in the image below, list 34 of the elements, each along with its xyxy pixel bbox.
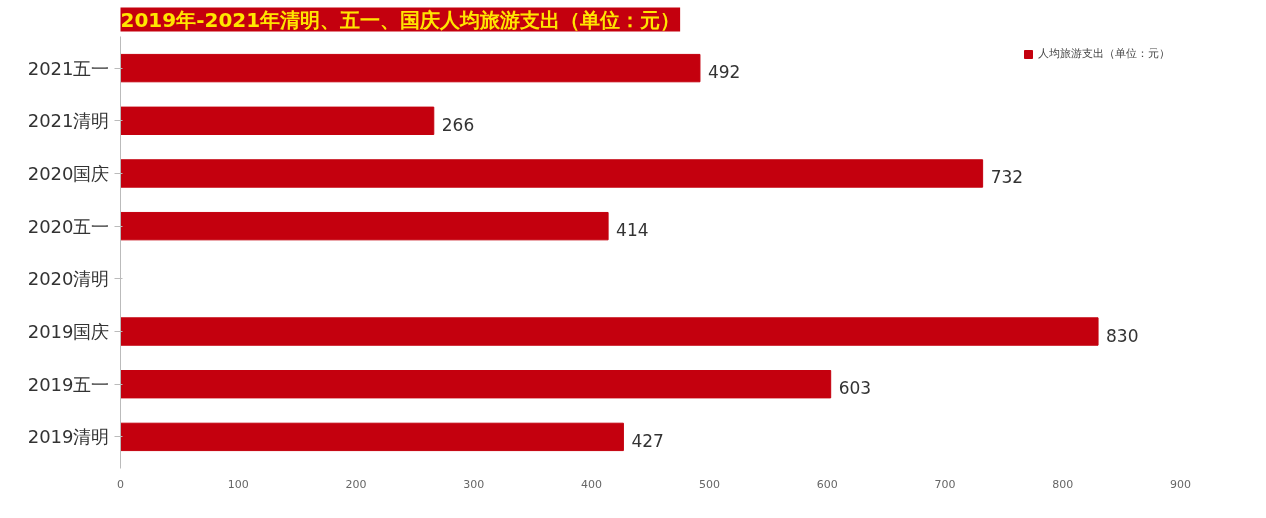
data-label: 427 xyxy=(631,430,664,451)
chart-title: 2019年-2021年清明、五一、国庆人均旅游支出（单位：元） xyxy=(120,7,681,32)
y-tick-label: 2019国庆 xyxy=(27,321,110,343)
bar xyxy=(120,370,832,399)
data-label: 266 xyxy=(441,114,475,135)
y-tick-label: 2021五一 xyxy=(27,57,110,79)
y-tick-label: 2020国庆 xyxy=(27,162,110,184)
bar xyxy=(120,422,624,452)
legend-label: 人均旅游支出（单位：元） xyxy=(1038,46,1170,61)
y-tick-label: 2020五一 xyxy=(27,215,110,237)
bar xyxy=(120,317,1099,346)
data-label: 830 xyxy=(1106,325,1139,346)
x-tick-label: 600 xyxy=(816,477,838,491)
y-tick-label: 2019五一 xyxy=(27,373,110,395)
bar xyxy=(120,211,609,241)
data-label: 603 xyxy=(838,378,872,399)
x-tick-label: 300 xyxy=(463,477,485,491)
y-tick-label: 2021清明 xyxy=(27,110,110,132)
x-tick-label: 100 xyxy=(227,477,249,491)
y-tick-label: 2020清明 xyxy=(27,268,110,290)
x-tick-label: 400 xyxy=(581,477,603,491)
data-label: 732 xyxy=(990,167,1024,188)
x-tick-label: 500 xyxy=(698,477,720,491)
data-label: 492 xyxy=(707,62,741,83)
x-tick-label: 900 xyxy=(1170,477,1191,491)
bar xyxy=(120,159,984,188)
data-label: 414 xyxy=(616,220,649,241)
x-tick-label: 700 xyxy=(934,477,956,491)
x-tick-label: 0 xyxy=(117,477,124,491)
x-tick-label: 200 xyxy=(345,477,367,491)
bar xyxy=(120,53,701,83)
x-tick-label: 800 xyxy=(1052,477,1074,491)
bar xyxy=(120,106,435,135)
y-tick-label: 2019清明 xyxy=(27,426,110,448)
